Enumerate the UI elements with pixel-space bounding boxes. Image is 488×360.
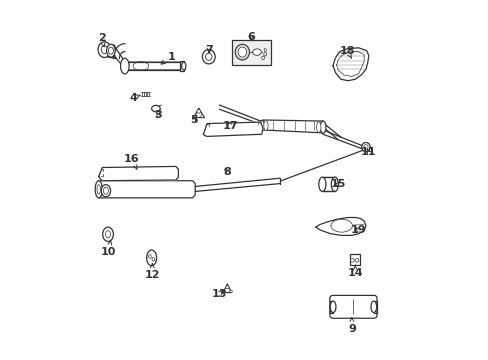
Bar: [180, 61, 184, 71]
Ellipse shape: [148, 255, 151, 258]
Bar: [146, 92, 148, 96]
Polygon shape: [99, 181, 195, 198]
Ellipse shape: [370, 301, 376, 312]
Text: 8: 8: [223, 167, 231, 177]
Text: 14: 14: [346, 265, 362, 278]
Polygon shape: [193, 109, 204, 117]
Text: 3: 3: [154, 110, 162, 120]
Text: 9: 9: [348, 318, 356, 334]
Text: 17: 17: [222, 121, 238, 131]
Ellipse shape: [330, 219, 352, 232]
Ellipse shape: [225, 286, 229, 289]
FancyBboxPatch shape: [329, 296, 376, 318]
Ellipse shape: [331, 177, 338, 192]
Ellipse shape: [354, 258, 358, 262]
Polygon shape: [109, 45, 184, 70]
Ellipse shape: [235, 44, 249, 60]
Ellipse shape: [121, 58, 129, 74]
Ellipse shape: [316, 122, 320, 132]
Ellipse shape: [238, 47, 246, 57]
Bar: [144, 92, 146, 96]
Ellipse shape: [350, 258, 353, 262]
Ellipse shape: [318, 177, 325, 192]
Ellipse shape: [193, 115, 196, 118]
Ellipse shape: [95, 181, 102, 198]
Text: 19: 19: [349, 225, 365, 235]
Ellipse shape: [222, 291, 225, 293]
Polygon shape: [260, 120, 323, 133]
Ellipse shape: [263, 53, 266, 56]
Ellipse shape: [151, 105, 160, 112]
Text: 15: 15: [330, 179, 345, 189]
Polygon shape: [223, 284, 231, 293]
Ellipse shape: [103, 187, 108, 194]
Ellipse shape: [108, 47, 113, 54]
Text: 16: 16: [124, 154, 140, 170]
Ellipse shape: [261, 56, 264, 60]
Ellipse shape: [263, 121, 267, 131]
Ellipse shape: [264, 49, 266, 51]
Ellipse shape: [102, 227, 113, 242]
Bar: [142, 92, 143, 96]
Polygon shape: [332, 298, 373, 315]
Ellipse shape: [105, 231, 110, 238]
Text: 6: 6: [246, 32, 254, 42]
Text: 5: 5: [189, 115, 197, 125]
Ellipse shape: [97, 185, 101, 194]
Text: 10: 10: [100, 241, 116, 257]
Ellipse shape: [252, 49, 261, 55]
Polygon shape: [203, 122, 263, 136]
Text: 2: 2: [98, 33, 105, 47]
Ellipse shape: [201, 115, 203, 118]
Text: 1: 1: [161, 52, 175, 64]
Polygon shape: [315, 217, 365, 235]
Ellipse shape: [152, 257, 155, 261]
Text: 7: 7: [204, 45, 212, 55]
Ellipse shape: [101, 46, 107, 54]
Ellipse shape: [329, 301, 335, 312]
Ellipse shape: [202, 50, 215, 64]
Text: 13: 13: [211, 289, 227, 298]
Text: 4: 4: [129, 93, 140, 103]
Ellipse shape: [98, 42, 111, 58]
Ellipse shape: [363, 145, 367, 150]
Text: 18: 18: [339, 46, 354, 58]
Polygon shape: [99, 166, 178, 181]
Text: 11: 11: [360, 147, 376, 157]
Ellipse shape: [106, 44, 115, 57]
Ellipse shape: [181, 62, 185, 70]
Bar: [349, 253, 359, 265]
Ellipse shape: [205, 53, 212, 60]
Text: 12: 12: [144, 264, 160, 280]
Ellipse shape: [197, 110, 200, 113]
Ellipse shape: [258, 120, 264, 131]
Bar: [231, 40, 270, 65]
Ellipse shape: [320, 121, 325, 133]
Ellipse shape: [146, 250, 156, 266]
Ellipse shape: [361, 143, 369, 152]
Ellipse shape: [229, 291, 232, 293]
Ellipse shape: [101, 185, 110, 197]
Bar: [322, 177, 334, 192]
Polygon shape: [332, 48, 368, 81]
